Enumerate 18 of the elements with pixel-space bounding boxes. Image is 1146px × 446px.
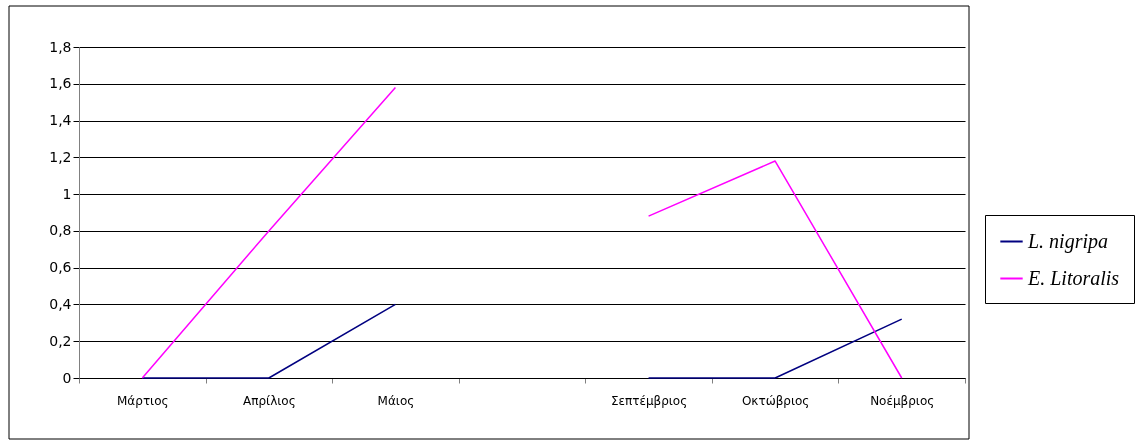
x-tick-label: Νοέμβριος — [870, 393, 935, 408]
y-tick-label: 0 — [62, 369, 72, 386]
y-tick-label: 1,4 — [49, 112, 72, 129]
y-tick-label: 1,2 — [49, 148, 72, 165]
y-tick-label: 1,8 — [49, 38, 72, 55]
y-tick-label: 1,6 — [49, 75, 72, 92]
y-tick-label: 0,2 — [49, 332, 72, 349]
legend-label: L. nigripa — [1027, 229, 1109, 253]
y-tick-label: 0,8 — [49, 222, 72, 239]
legend-label: E. Litoralis — [1027, 266, 1120, 289]
x-tick-label: Οκτώβριος — [741, 393, 810, 408]
x-tick-label: Μάρτιος — [117, 393, 169, 408]
x-tick-label: Απρίλιος — [243, 393, 296, 408]
x-tick-label: Μάιος — [377, 393, 415, 408]
y-tick-label: 0,6 — [49, 259, 72, 276]
x-tick-label: Σεπτέμβριος — [610, 393, 688, 408]
y-tick-label: 0,4 — [49, 295, 72, 312]
y-tick-label: 1 — [62, 185, 72, 202]
